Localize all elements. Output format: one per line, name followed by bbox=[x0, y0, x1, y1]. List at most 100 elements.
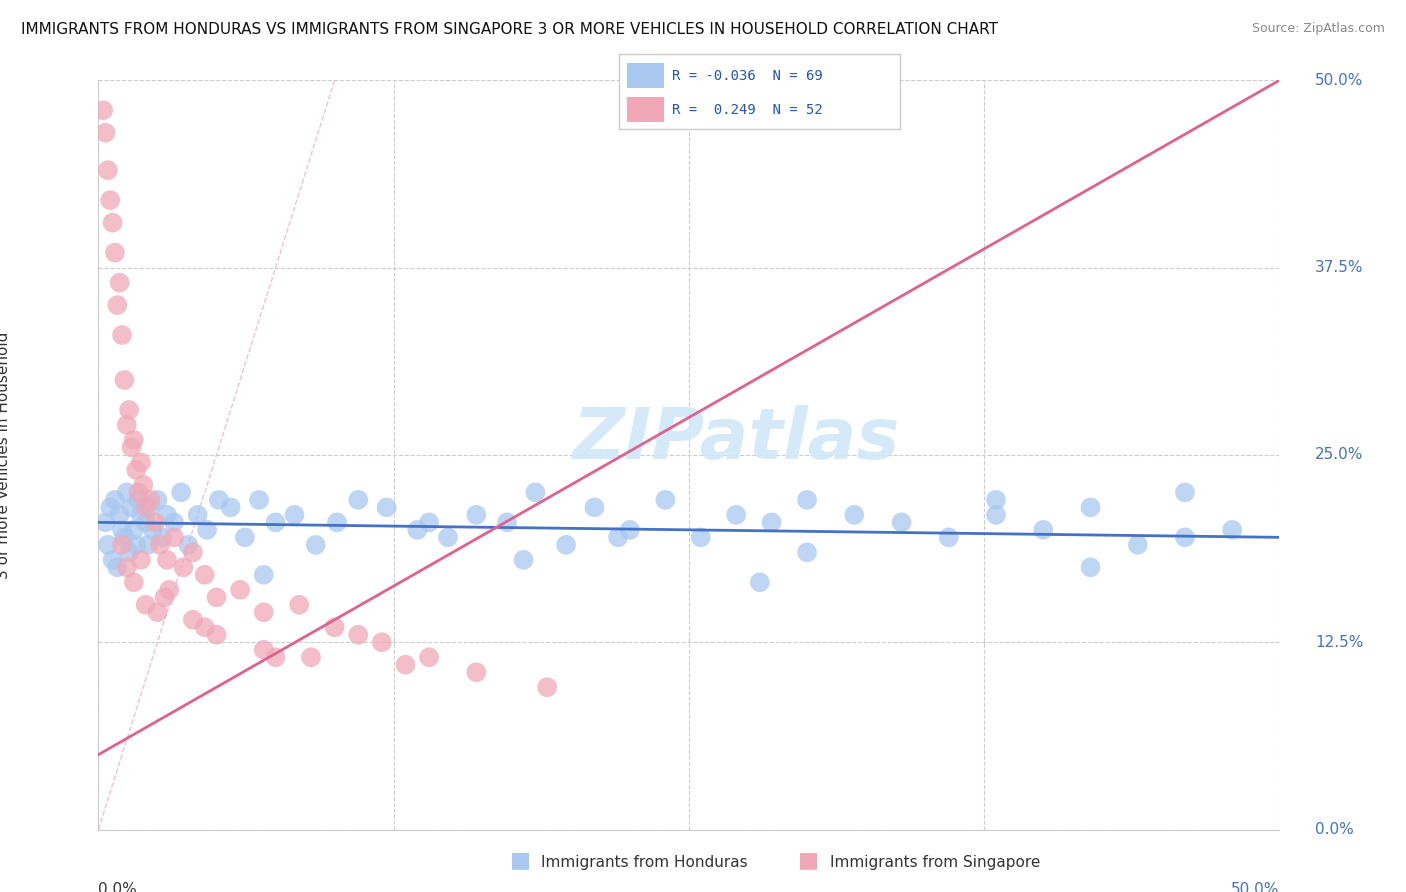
Point bbox=[375, 500, 398, 515]
Point bbox=[101, 553, 124, 567]
Point bbox=[288, 598, 311, 612]
Point bbox=[146, 605, 169, 619]
Point bbox=[115, 560, 138, 574]
Point bbox=[1080, 560, 1102, 574]
Point bbox=[135, 598, 157, 612]
Point bbox=[97, 538, 120, 552]
Point bbox=[326, 516, 349, 530]
Point bbox=[181, 545, 204, 559]
Text: IMMIGRANTS FROM HONDURAS VS IMMIGRANTS FROM SINGAPORE 3 OR MORE VEHICLES IN HOUS: IMMIGRANTS FROM HONDURAS VS IMMIGRANTS F… bbox=[21, 22, 998, 37]
Point bbox=[524, 485, 547, 500]
Point bbox=[205, 628, 228, 642]
Point bbox=[135, 516, 157, 530]
Text: ZIPatlas: ZIPatlas bbox=[572, 406, 900, 475]
Bar bbox=[627, 63, 664, 87]
Point bbox=[418, 650, 440, 665]
Point bbox=[194, 620, 217, 634]
Point bbox=[163, 516, 186, 530]
Point bbox=[253, 605, 276, 619]
Point bbox=[143, 516, 166, 530]
Point bbox=[247, 492, 270, 507]
Point bbox=[654, 492, 676, 507]
Point bbox=[135, 500, 157, 515]
Point bbox=[128, 492, 150, 507]
Point bbox=[94, 126, 117, 140]
Point bbox=[347, 492, 370, 507]
Point bbox=[1080, 500, 1102, 515]
Point bbox=[172, 560, 194, 574]
Point bbox=[122, 433, 145, 447]
Point bbox=[394, 657, 416, 672]
Point bbox=[187, 508, 209, 522]
Text: Source: ZipAtlas.com: Source: ZipAtlas.com bbox=[1251, 22, 1385, 36]
Text: 37.5%: 37.5% bbox=[1315, 260, 1364, 275]
Point bbox=[1174, 485, 1197, 500]
Point bbox=[305, 538, 328, 552]
Point bbox=[136, 538, 159, 552]
Point bbox=[253, 642, 276, 657]
Point bbox=[984, 492, 1007, 507]
Point bbox=[98, 193, 121, 207]
Point bbox=[1174, 530, 1197, 544]
Point bbox=[177, 538, 200, 552]
Text: R = -0.036  N = 69: R = -0.036 N = 69 bbox=[672, 69, 823, 82]
Point bbox=[142, 523, 165, 537]
Point bbox=[121, 441, 143, 455]
Point bbox=[108, 276, 131, 290]
Text: ■: ■ bbox=[510, 850, 530, 870]
Text: 50.0%: 50.0% bbox=[1315, 73, 1364, 87]
Point bbox=[465, 508, 488, 522]
Point bbox=[108, 508, 131, 522]
Point bbox=[194, 567, 217, 582]
Point bbox=[229, 582, 252, 597]
Point bbox=[111, 328, 134, 343]
Point bbox=[104, 492, 127, 507]
Point bbox=[149, 538, 172, 552]
Point bbox=[139, 500, 162, 515]
Point bbox=[105, 298, 128, 312]
Point bbox=[112, 373, 135, 387]
Point bbox=[205, 591, 228, 605]
Point bbox=[118, 403, 141, 417]
Point bbox=[157, 582, 180, 597]
Point bbox=[689, 530, 711, 544]
Text: ■: ■ bbox=[799, 850, 818, 870]
Text: R =  0.249  N = 52: R = 0.249 N = 52 bbox=[672, 103, 823, 117]
Point bbox=[437, 530, 460, 544]
Point bbox=[181, 613, 204, 627]
Point bbox=[253, 567, 276, 582]
Point bbox=[122, 575, 145, 590]
Point bbox=[748, 575, 770, 590]
Point bbox=[1032, 523, 1054, 537]
Point bbox=[233, 530, 256, 544]
Point bbox=[418, 516, 440, 530]
Point bbox=[208, 492, 231, 507]
Point bbox=[91, 103, 114, 118]
Text: 25.0%: 25.0% bbox=[1315, 448, 1364, 462]
Bar bbox=[627, 97, 664, 122]
Point bbox=[465, 665, 488, 680]
Point bbox=[170, 485, 193, 500]
Point bbox=[97, 163, 120, 178]
Point bbox=[796, 545, 818, 559]
Point bbox=[156, 553, 179, 567]
Point bbox=[163, 530, 186, 544]
Point bbox=[725, 508, 748, 522]
Point bbox=[761, 516, 783, 530]
Point bbox=[1220, 523, 1243, 537]
Point bbox=[619, 523, 641, 537]
Point bbox=[496, 516, 519, 530]
Text: 0.0%: 0.0% bbox=[1315, 822, 1354, 837]
Text: 3 or more Vehicles in Household: 3 or more Vehicles in Household bbox=[0, 331, 11, 579]
Point bbox=[984, 508, 1007, 522]
Point bbox=[104, 245, 127, 260]
Text: 0.0%: 0.0% bbox=[98, 882, 138, 892]
Point bbox=[264, 516, 287, 530]
Point bbox=[890, 516, 912, 530]
Point bbox=[583, 500, 606, 515]
Point bbox=[938, 530, 960, 544]
Point bbox=[139, 492, 162, 507]
Point bbox=[153, 591, 176, 605]
Point bbox=[101, 216, 124, 230]
Point bbox=[118, 545, 141, 559]
